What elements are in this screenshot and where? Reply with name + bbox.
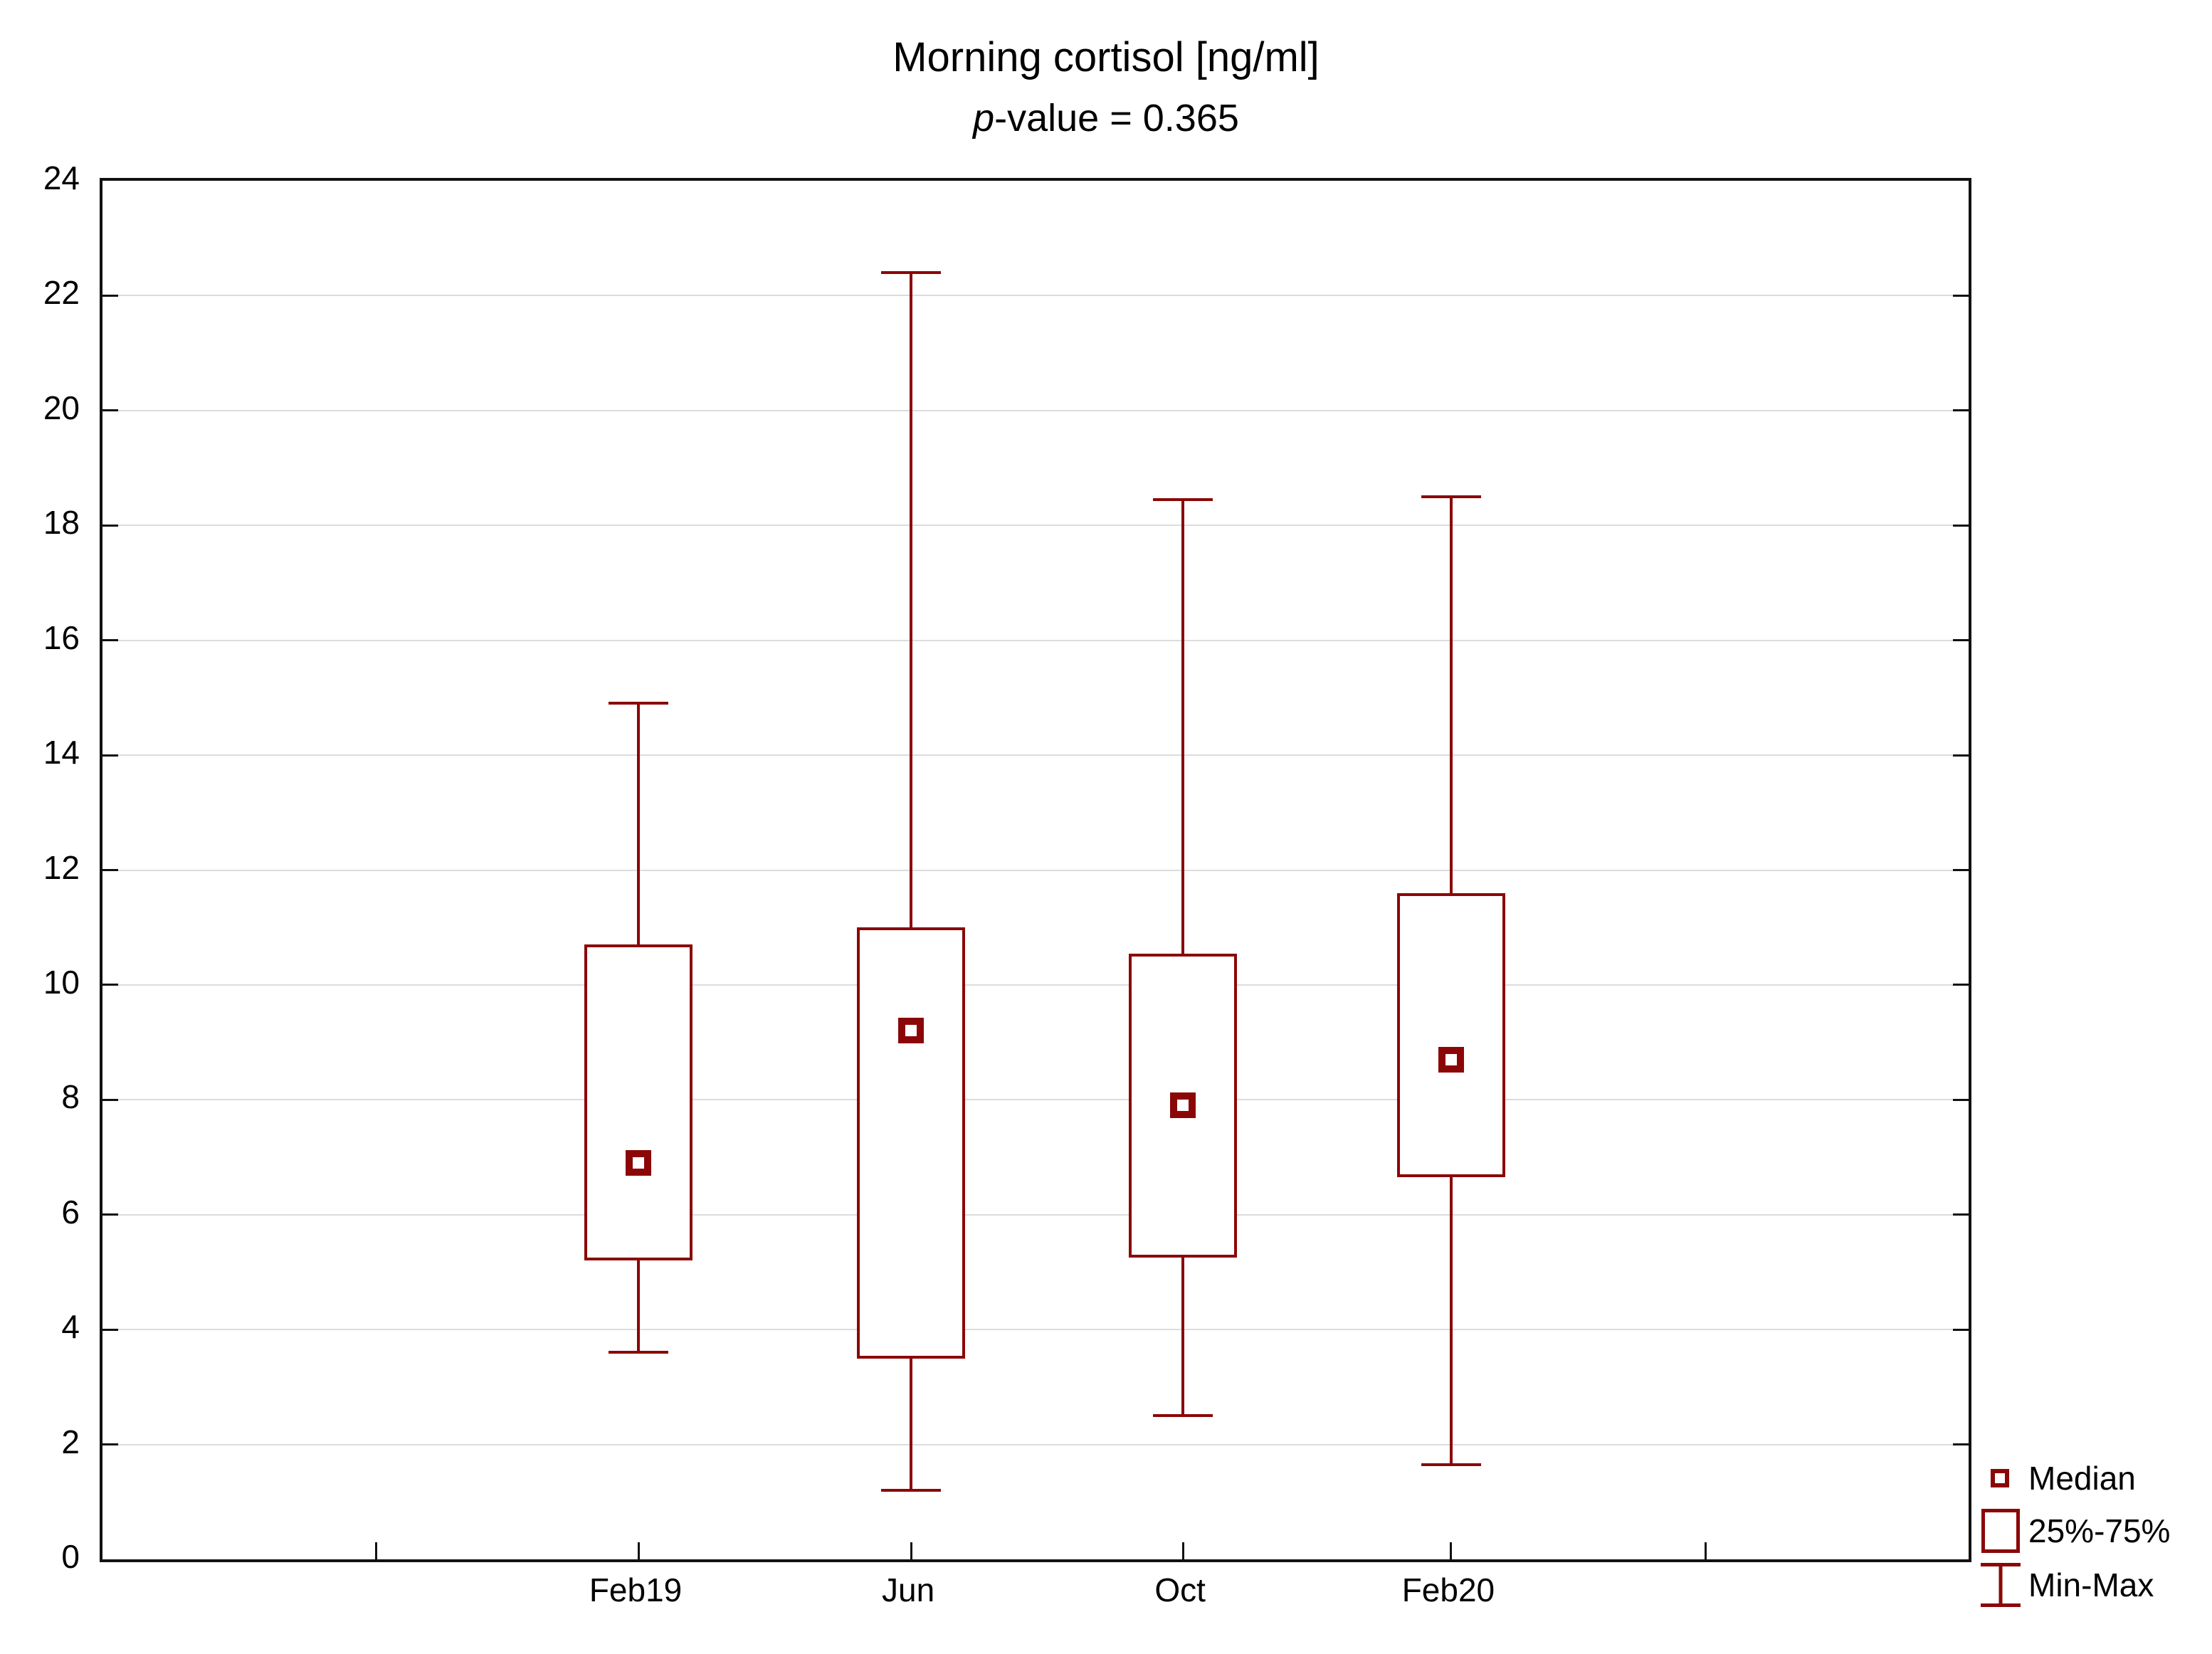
legend-median-swatch [1991, 1469, 2009, 1487]
y-tick-right-14 [1953, 754, 1969, 757]
gridline-y-18 [102, 525, 1969, 527]
whisker-lower-feb19 [637, 1260, 641, 1353]
y-tick-left-4 [102, 1328, 118, 1331]
x-tick-label-Oct: Oct [1154, 1571, 1206, 1608]
whisker-cap-min-feb20 [1421, 1463, 1481, 1466]
y-tick-label-2: 2 [61, 1423, 80, 1460]
y-tick-label-0: 0 [61, 1538, 80, 1575]
legend-label-median: Median [2028, 1460, 2136, 1497]
median-marker-feb20 [1438, 1046, 1464, 1073]
y-tick-right-20 [1953, 409, 1969, 412]
y-tick-right-2 [1953, 1443, 1969, 1446]
median-marker-jun [898, 1018, 925, 1044]
legend-min-max-swatch [1981, 1563, 2021, 1607]
whisker-lower-jun [910, 1358, 913, 1491]
y-tick-left-10 [102, 984, 118, 986]
whisker-cap-min-feb19 [609, 1351, 669, 1354]
iqr-box-feb20 [1396, 892, 1505, 1178]
y-tick-left-18 [102, 524, 118, 527]
whisker-upper-feb20 [1449, 496, 1453, 893]
y-tick-label-16: 16 [43, 618, 80, 656]
legend-label-min-max: Min-Max [2028, 1566, 2154, 1603]
y-tick-label-22: 22 [43, 274, 80, 312]
gridline-y-16 [102, 639, 1969, 641]
gridline-y-14 [102, 754, 1969, 757]
y-tick-left-2 [102, 1443, 118, 1446]
y-tick-label-10: 10 [43, 963, 80, 1001]
plot-area [100, 178, 1971, 1562]
gridline-y-22 [102, 295, 1969, 297]
y-tick-right-18 [1953, 524, 1969, 527]
whisker-upper-jun [910, 273, 913, 928]
y-tick-left-16 [102, 639, 118, 642]
y-tick-label-6: 6 [61, 1193, 80, 1231]
y-tick-left-6 [102, 1213, 118, 1216]
y-tick-right-12 [1953, 869, 1969, 871]
y-tick-right-10 [1953, 984, 1969, 986]
legend-whisker-line [1998, 1563, 2003, 1607]
legend-iqr-box-swatch [1981, 1509, 2020, 1553]
x-tick-Feb20 [1450, 1542, 1453, 1559]
x-tick-label-Feb19: Feb19 [589, 1571, 683, 1608]
y-tick-label-8: 8 [61, 1078, 80, 1116]
iqr-box-jun [857, 927, 966, 1359]
gridline-y-2 [102, 1443, 1969, 1445]
whisker-lower-feb20 [1449, 1177, 1453, 1465]
y-tick-label-24: 24 [43, 159, 80, 196]
whisker-cap-max-jun [881, 271, 942, 275]
x-tick-empty-5 [1704, 1542, 1707, 1559]
gridline-y-4 [102, 1329, 1969, 1331]
y-tick-left-8 [102, 1098, 118, 1101]
chart-subtitle: p-value = 0.365 [0, 95, 2212, 142]
x-tick-Feb19 [637, 1542, 640, 1559]
y-tick-right-6 [1953, 1213, 1969, 1216]
gridline-y-12 [102, 869, 1969, 871]
whisker-upper-feb19 [637, 703, 641, 945]
x-tick-label-Jun: Jun [882, 1571, 935, 1608]
subtitle-p-symbol: p [973, 97, 995, 139]
subtitle-p-value-text: -value = 0.365 [994, 97, 1239, 139]
y-tick-right-22 [1953, 294, 1969, 297]
whisker-upper-oct [1181, 499, 1185, 954]
x-tick-Jun [910, 1542, 912, 1559]
y-tick-right-4 [1953, 1328, 1969, 1331]
x-tick-empty-0 [374, 1542, 377, 1559]
y-tick-label-12: 12 [43, 848, 80, 886]
whisker-cap-min-oct [1153, 1414, 1213, 1418]
chart-title: Morning cortisol [ng/ml] [892, 34, 1320, 80]
median-marker-feb19 [626, 1150, 652, 1176]
median-marker-oct [1170, 1092, 1196, 1119]
gridline-y-8 [102, 1099, 1969, 1101]
whisker-lower-oct [1181, 1258, 1185, 1416]
gridline-y-6 [102, 1213, 1969, 1216]
y-tick-left-14 [102, 754, 118, 757]
whisker-cap-min-jun [881, 1489, 942, 1492]
y-tick-left-22 [102, 294, 118, 297]
y-tick-label-14: 14 [43, 734, 80, 771]
y-tick-left-12 [102, 869, 118, 871]
legend-label-25-75-: 25%-75% [2028, 1512, 2171, 1549]
y-tick-left-20 [102, 409, 118, 412]
x-tick-Oct [1181, 1542, 1184, 1559]
legend-whisker-cap-bottom [1981, 1603, 2021, 1607]
gridline-y-10 [102, 984, 1969, 986]
whisker-cap-max-feb19 [609, 702, 669, 705]
iqr-box-feb19 [584, 944, 693, 1261]
whisker-cap-max-feb20 [1421, 495, 1481, 498]
y-tick-right-8 [1953, 1098, 1969, 1101]
x-tick-label-Feb20: Feb20 [1401, 1571, 1495, 1608]
gridline-y-20 [102, 409, 1969, 411]
y-tick-right-16 [1953, 639, 1969, 642]
y-tick-label-18: 18 [43, 504, 80, 542]
y-tick-label-20: 20 [43, 389, 80, 426]
y-tick-label-4: 4 [61, 1308, 80, 1346]
whisker-cap-max-oct [1153, 497, 1213, 501]
